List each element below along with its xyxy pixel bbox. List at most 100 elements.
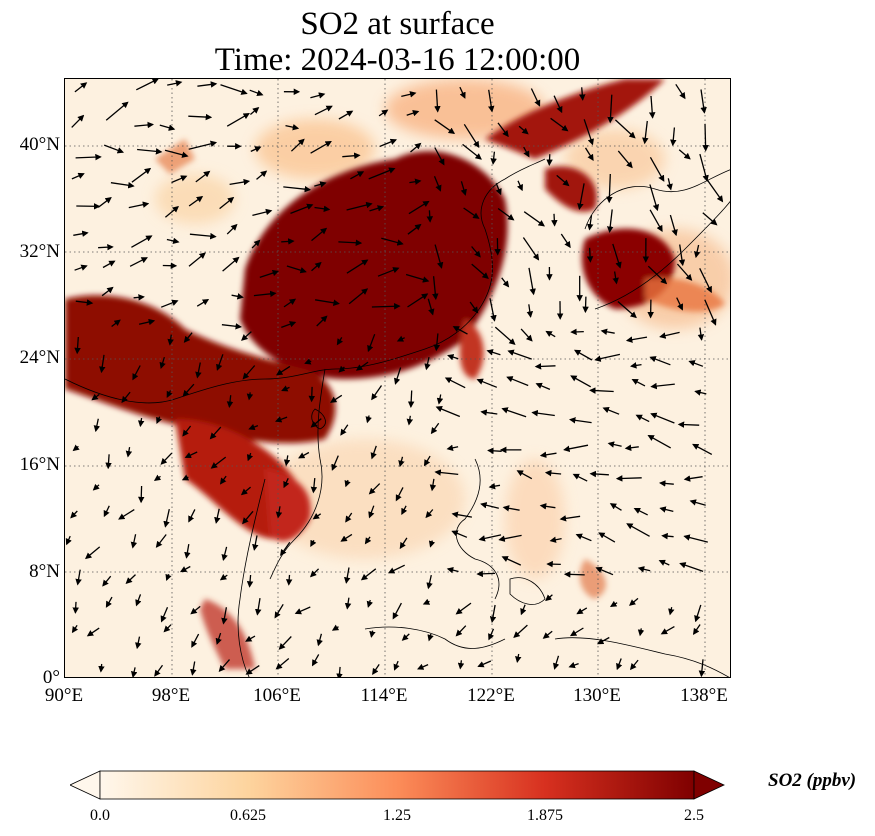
wind-arrow <box>251 239 261 249</box>
wind-arrow <box>242 365 256 380</box>
wind-arrow <box>368 483 381 495</box>
wind-arrow <box>372 664 380 675</box>
wind-arrow <box>314 299 340 306</box>
wind-arrow <box>401 633 410 641</box>
wind-arrow <box>102 575 112 587</box>
wind-arrow <box>71 624 79 634</box>
map-title: SO2 at surface <box>300 6 495 42</box>
wind-arrow <box>678 149 691 160</box>
wind-arrow <box>433 333 441 352</box>
colorbar-tick-label: 2.5 <box>684 807 704 824</box>
wind-arrow <box>516 470 533 480</box>
wind-arrow <box>429 478 437 492</box>
wind-arrow <box>497 122 509 138</box>
wind-arrow <box>650 412 675 424</box>
wind-arrow <box>502 505 520 512</box>
wind-arrow <box>666 178 673 191</box>
wind-arrow <box>452 326 468 335</box>
wind-arrow <box>231 293 244 300</box>
wind-arrow <box>310 92 326 99</box>
wind-arrow <box>166 390 173 398</box>
wind-arrow <box>101 286 114 297</box>
wind-arrow <box>435 406 461 418</box>
wind-arrow <box>125 446 133 458</box>
wind-arrow <box>675 83 686 100</box>
wind-arrow <box>515 653 522 663</box>
wind-arrow <box>136 79 159 91</box>
wind-arrow <box>563 444 589 452</box>
wind-arrow <box>659 331 680 339</box>
wind-arrow <box>369 205 385 212</box>
wind-arrow <box>633 507 648 516</box>
wind-arrow <box>398 456 405 468</box>
wind-arrow <box>570 375 592 388</box>
wind-arrow <box>368 505 375 519</box>
y-tick-label: 16°N <box>19 454 60 475</box>
wind-arrow <box>553 655 560 670</box>
wind-arrow <box>494 326 516 345</box>
wind-arrow <box>310 140 332 154</box>
wind-arrow <box>298 451 310 459</box>
wind-arrow <box>649 156 665 182</box>
wind-arrow <box>550 117 569 132</box>
wind-arrow <box>253 290 277 298</box>
wind-arrow <box>704 299 717 326</box>
wind-arrow <box>71 114 85 128</box>
wind-arrow <box>274 416 288 423</box>
wind-arrow <box>283 455 291 467</box>
wind-arrow <box>522 237 540 261</box>
wind-arrow <box>408 200 430 215</box>
wind-arrow <box>154 664 164 677</box>
wind-arrow <box>457 660 465 670</box>
wind-arrow <box>275 658 290 670</box>
wind-arrow <box>539 503 556 510</box>
wind-arrow <box>92 483 100 491</box>
wind-arrow <box>110 182 135 189</box>
wind-arrow <box>276 365 291 376</box>
x-tick-label: 138°E <box>680 685 728 706</box>
wind-arrow <box>218 659 230 672</box>
wind-arrow <box>424 356 431 371</box>
colorbar-tick-label: 1.25 <box>383 807 411 824</box>
wind-arrow <box>471 246 481 258</box>
wind-arrow <box>513 624 528 638</box>
wind-arrow <box>407 293 429 308</box>
wind-arrow <box>612 271 619 285</box>
wind-arrow <box>159 124 176 131</box>
wind-arrow <box>669 214 678 237</box>
wind-arrow <box>630 362 642 369</box>
wind-arrow <box>523 211 545 227</box>
wind-arrow <box>436 394 444 405</box>
wind-arrow <box>314 105 333 116</box>
x-tick-label: 90°E <box>44 685 84 706</box>
wind-arrow <box>692 443 713 455</box>
wind-arrow <box>209 426 222 440</box>
wind-arrow <box>427 298 435 316</box>
wind-arrow <box>637 566 651 573</box>
colorbar-title: SO2 (ppbv) <box>768 770 857 791</box>
wind-arrow <box>612 243 622 269</box>
wind-arrow <box>91 393 100 401</box>
wind-arrow <box>283 298 297 308</box>
wind-arrow <box>501 277 510 288</box>
wind-arrow <box>345 512 353 523</box>
wind-arrow <box>531 409 555 417</box>
wind-arrow <box>393 660 400 671</box>
wind-arrow <box>647 265 668 285</box>
wind-arrow <box>368 167 396 180</box>
wind-arrow <box>364 536 372 545</box>
wind-arrow <box>607 94 614 124</box>
wind-arrow <box>520 328 533 342</box>
wind-arrow <box>629 597 639 606</box>
wind-arrow <box>609 503 622 511</box>
wind-arrow <box>480 409 498 416</box>
wind-arrow <box>365 415 372 424</box>
wind-arrow <box>160 607 169 623</box>
wind-arrow <box>498 534 522 542</box>
wind-arrow <box>128 201 150 209</box>
wind-arrow <box>249 106 260 115</box>
wind-arrow <box>668 607 675 616</box>
wind-arrow <box>463 207 480 219</box>
wind-arrow <box>242 510 254 525</box>
wind-arrow <box>528 267 536 296</box>
